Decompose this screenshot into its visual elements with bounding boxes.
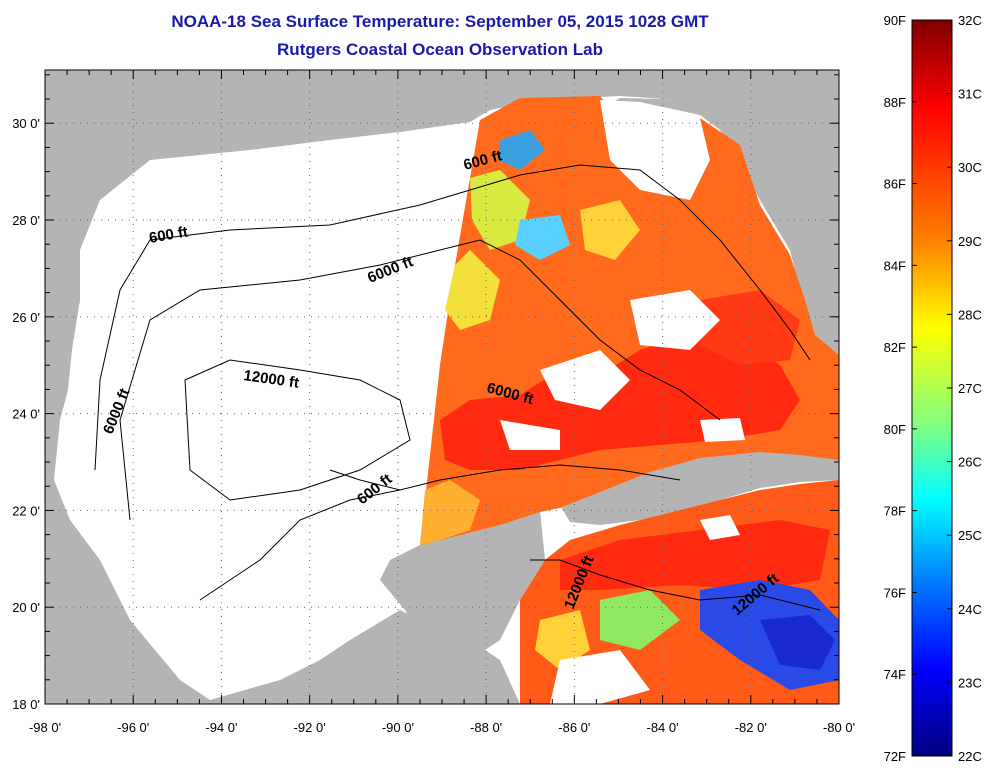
map-subtitle: Rutgers Coastal Ocean Observation Lab	[277, 40, 603, 59]
lon-tick-label: -86 0'	[558, 720, 590, 735]
cuba-land	[560, 450, 839, 525]
celsius-label: 26C	[958, 455, 982, 470]
fahrenheit-label: 74F	[884, 667, 906, 682]
fahrenheit-label: 76F	[884, 585, 906, 600]
lat-tick-label: 18 0'	[12, 697, 40, 712]
florida-land	[600, 70, 839, 352]
sst-data-swath	[420, 96, 839, 545]
lon-tick-label: -96 0'	[117, 720, 149, 735]
map-axes: -98 0' -96 0' -94 0' -92 0' -90 0' -88 0' -86 …	[12, 70, 855, 735]
fahrenheit-label: 88F	[884, 95, 906, 110]
graticule	[45, 70, 839, 704]
fahrenheit-label: 84F	[884, 258, 906, 273]
lat-tick-label: 24 0'	[12, 407, 40, 422]
temperature-colorbar: 90F 88F 86F 84F 82F 80F 78F 76F 74F 72F 32C 31C 30C…	[884, 13, 982, 764]
celsius-label: 32C	[958, 13, 982, 28]
fahrenheit-label: 72F	[884, 749, 906, 764]
fahrenheit-label: 86F	[884, 177, 906, 192]
fahrenheit-label: 78F	[884, 504, 906, 519]
lon-tick-label: -88 0'	[470, 720, 502, 735]
lat-tick-label: 26 0'	[12, 310, 40, 325]
fahrenheit-label: 90F	[884, 13, 906, 28]
celsius-label: 22C	[958, 749, 982, 764]
fahrenheit-label: 80F	[884, 422, 906, 437]
caribbean-data	[520, 480, 839, 704]
contour-label: 600 ft	[148, 223, 190, 247]
lon-tick-label: -90 0'	[382, 720, 414, 735]
celsius-label: 27C	[958, 381, 982, 396]
celsius-label: 29C	[958, 234, 982, 249]
celsius-label: 30C	[958, 160, 982, 175]
lat-tick-label: 22 0'	[12, 503, 40, 518]
celsius-scale: 32C 31C 30C 29C 28C 27C 26C 25C 24C 23C 22C	[947, 13, 982, 764]
celsius-label: 25C	[958, 528, 982, 543]
lon-tick-label: -94 0'	[205, 720, 237, 735]
colorbar-gradient	[911, 19, 953, 757]
celsius-label: 28C	[958, 307, 982, 322]
fahrenheit-label: 82F	[884, 340, 906, 355]
lon-tick-label: -80 0'	[823, 720, 855, 735]
lat-tick-label: 28 0'	[12, 213, 40, 228]
lon-tick-label: -84 0'	[646, 720, 678, 735]
celsius-label: 23C	[958, 675, 982, 690]
lon-tick-label: -82 0'	[735, 720, 767, 735]
bathymetry-contours	[94, 164, 821, 611]
lat-tick-label: 30 0'	[12, 116, 40, 131]
lat-tick-label: 20 0'	[12, 600, 40, 615]
fahrenheit-scale: 90F 88F 86F 84F 82F 80F 78F 76F 74F 72F	[884, 13, 917, 764]
yucatan-land	[380, 510, 545, 660]
celsius-label: 24C	[958, 602, 982, 617]
lon-tick-label: -92 0'	[294, 720, 326, 735]
lon-tick-label: -98 0'	[29, 720, 61, 735]
map-title: NOAA-18 Sea Surface Temperature: Septemb…	[171, 12, 709, 31]
celsius-label: 31C	[958, 87, 982, 102]
